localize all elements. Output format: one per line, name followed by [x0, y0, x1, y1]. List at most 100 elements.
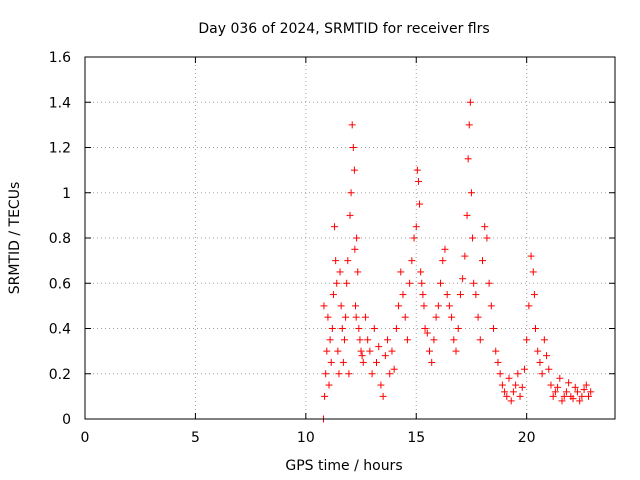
data-point	[443, 291, 451, 299]
data-point	[340, 336, 348, 344]
data-point	[410, 234, 418, 242]
data-point	[441, 245, 449, 253]
data-point	[532, 325, 539, 332]
data-point	[543, 352, 551, 360]
x-tick-labels: 0 5 10 15 20	[81, 430, 536, 446]
data-point	[518, 383, 526, 391]
data-point	[342, 313, 350, 321]
data-point	[525, 302, 533, 310]
data-point	[357, 347, 365, 355]
data-point	[545, 365, 553, 373]
data-point	[370, 325, 378, 332]
data-point	[585, 392, 592, 400]
data-point	[401, 313, 409, 321]
data-point	[494, 358, 502, 366]
data-point	[334, 347, 342, 355]
data-point	[326, 336, 334, 344]
data-point	[523, 336, 531, 344]
data-point	[377, 381, 385, 389]
data-point	[487, 302, 495, 310]
x-tick-label: 0	[81, 430, 90, 446]
data-point	[388, 347, 396, 355]
data-point	[580, 386, 588, 394]
data-point	[355, 325, 363, 332]
x-tick-label: 20	[518, 430, 536, 446]
data-point	[356, 336, 364, 344]
data-point	[331, 223, 339, 231]
data-point	[576, 397, 584, 405]
data-point	[470, 279, 478, 287]
data-point	[346, 211, 354, 219]
data-point	[463, 211, 471, 219]
data-point	[350, 166, 358, 174]
data-point	[448, 313, 456, 321]
data-point	[461, 252, 469, 260]
data-point	[485, 279, 493, 287]
data-point	[578, 392, 586, 400]
data-point	[536, 358, 544, 366]
y-tick-label: 0.6	[49, 276, 71, 292]
data-point	[479, 257, 486, 265]
data-point	[481, 223, 489, 231]
y-tick-label: 0.8	[49, 231, 71, 247]
data-point	[534, 347, 542, 355]
data-point	[381, 352, 389, 360]
y-tick-label: 0.2	[49, 367, 71, 383]
data-point	[558, 397, 566, 405]
data-point	[322, 370, 330, 378]
data-point	[456, 291, 464, 299]
y-tick-label: 1.2	[49, 141, 71, 157]
data-point	[344, 257, 352, 265]
data-point	[351, 245, 359, 253]
data-point	[361, 313, 369, 321]
data-point	[395, 302, 403, 310]
x-tick-label: 10	[297, 430, 315, 446]
data-point	[375, 343, 383, 351]
data-point	[492, 347, 500, 355]
data-point	[565, 379, 573, 387]
data-point	[582, 381, 590, 389]
data-point	[412, 223, 420, 231]
data-point	[490, 325, 498, 332]
data-point	[529, 268, 537, 276]
data-point	[417, 268, 425, 276]
data-point	[343, 279, 351, 287]
data-point	[469, 234, 477, 242]
data-point	[527, 252, 535, 260]
data-point	[332, 257, 340, 265]
data-point	[423, 329, 431, 337]
data-point	[452, 347, 460, 355]
data-point	[386, 370, 394, 378]
data-point	[352, 313, 360, 321]
data-point	[333, 279, 341, 287]
data-point	[465, 121, 473, 129]
data-point	[325, 381, 333, 389]
plot-frame	[84, 56, 616, 420]
data-point	[428, 358, 436, 366]
data-point	[450, 336, 458, 344]
x-tick-label: 5	[191, 430, 200, 446]
data-points	[320, 98, 595, 423]
data-point	[498, 381, 506, 389]
x-axis-label: GPS time / hours	[285, 458, 402, 474]
data-point	[587, 388, 595, 396]
data-point	[505, 374, 513, 382]
data-point	[358, 352, 366, 360]
data-point	[476, 336, 484, 344]
data-point	[514, 370, 522, 378]
data-point	[503, 392, 511, 400]
data-point	[366, 347, 374, 355]
data-point	[547, 381, 555, 389]
data-point	[512, 381, 520, 389]
data-point	[571, 383, 579, 391]
data-point	[507, 397, 515, 405]
data-point	[418, 279, 426, 287]
data-point	[434, 302, 442, 310]
data-point	[324, 313, 332, 321]
y-tick-label: 0.4	[49, 322, 71, 338]
data-point	[392, 325, 400, 332]
data-point	[323, 347, 331, 355]
y-tick-label: 1.6	[49, 50, 71, 66]
data-point	[384, 336, 392, 344]
data-point	[339, 358, 347, 366]
